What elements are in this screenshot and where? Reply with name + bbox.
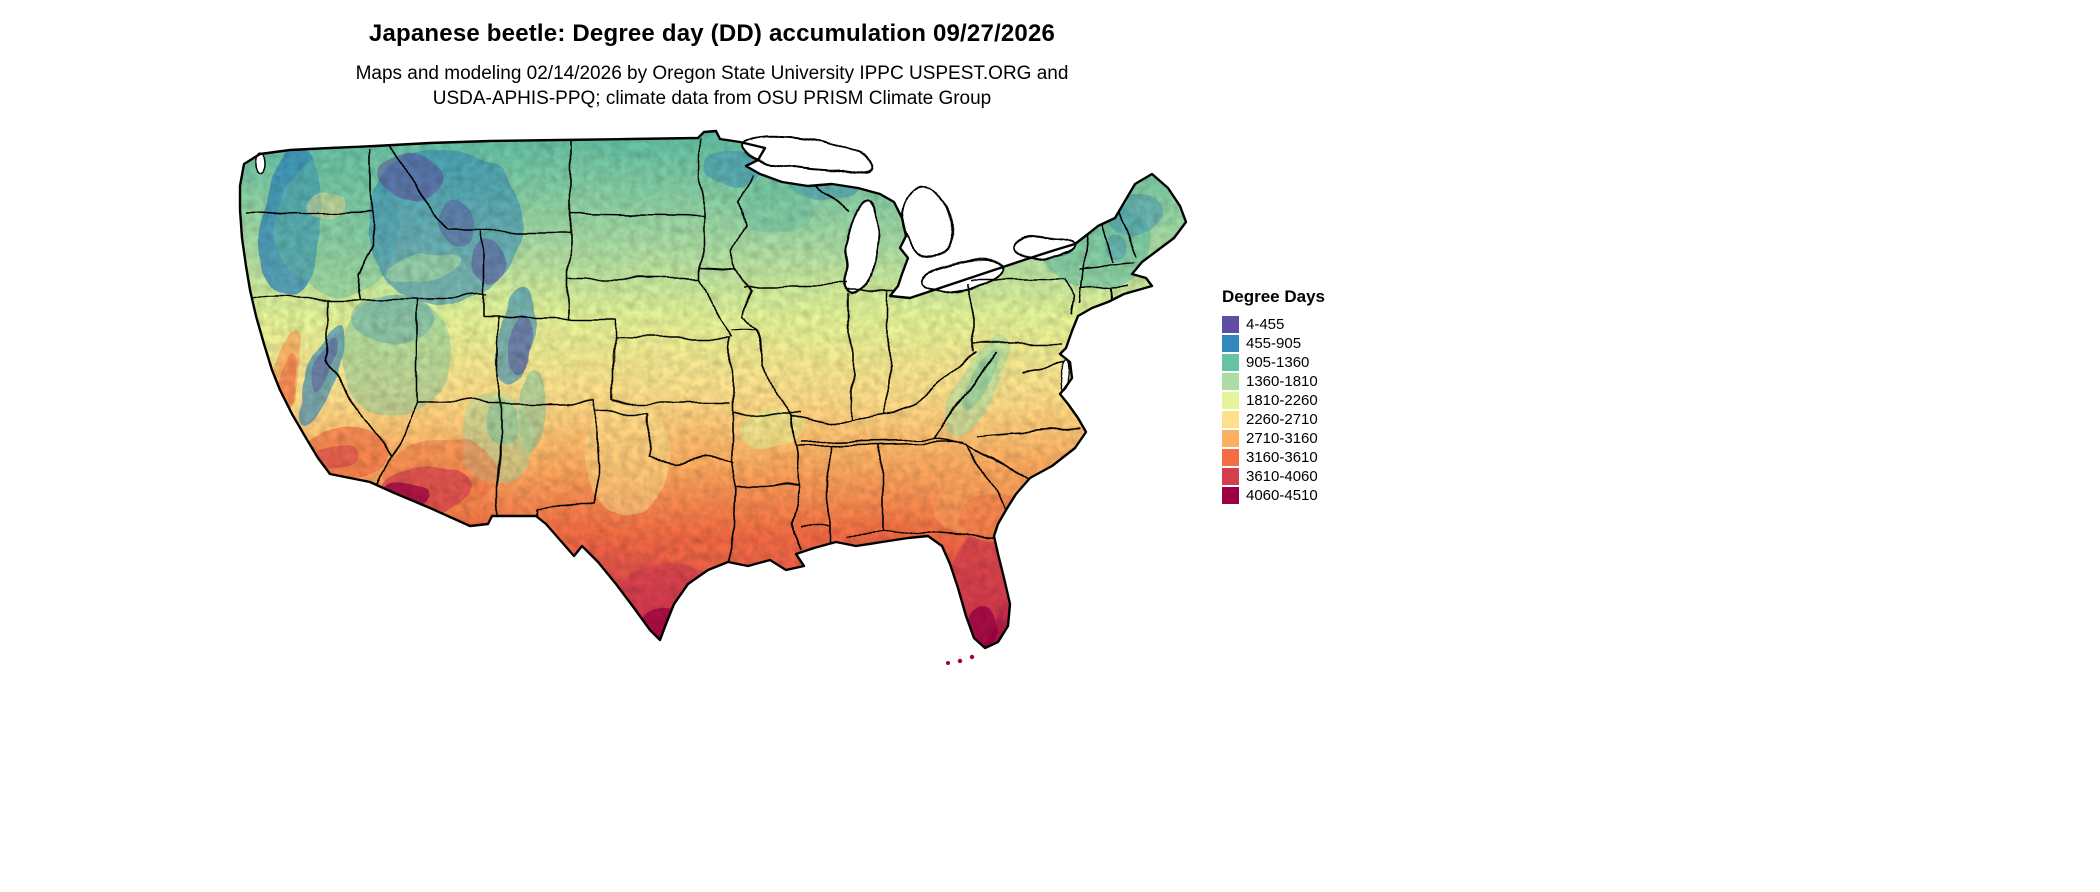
legend-color-swatch	[1222, 411, 1239, 428]
legend-item-label: 1810-2260	[1246, 392, 1318, 409]
legend-color-swatch	[1222, 354, 1239, 371]
legend-item-label: 455-905	[1246, 335, 1302, 352]
legend-item-label: 1360-1810	[1246, 373, 1318, 390]
great-lakes	[254, 136, 1074, 395]
legend-color-swatch	[1222, 449, 1239, 466]
legend-item: 1360-1810	[1222, 373, 1325, 390]
legend-item-label: 4060-4510	[1246, 487, 1318, 504]
page-title: Japanese beetle: Degree day (DD) accumul…	[368, 20, 1056, 47]
legend-item: 3160-3610	[1222, 449, 1325, 466]
legend-color-swatch	[1222, 468, 1239, 485]
legend-color-swatch	[1222, 430, 1239, 447]
legend-item: 1810-2260	[1222, 392, 1325, 409]
subtitle-line-1: Maps and modeling 02/14/2026 by Oregon S…	[355, 63, 1069, 84]
legend-item-label: 2710-3160	[1246, 430, 1318, 447]
legend-item-label: 3160-3610	[1246, 449, 1318, 466]
subtitle-line-2: USDA-APHIS-PPQ; climate data from OSU PR…	[432, 88, 992, 109]
state-borders	[244, 140, 1139, 564]
lake-superior	[740, 136, 870, 176]
legend: Degree Days 4-455 455-905 905-1360 1360-…	[1222, 287, 1325, 506]
legend-item: 4-455	[1222, 316, 1325, 333]
legend-item-label: 4-455	[1246, 316, 1285, 333]
lake-michigan	[842, 197, 878, 299]
legend-item-label: 3610-4060	[1246, 468, 1318, 485]
map-svg	[238, 129, 1188, 665]
legend-item: 455-905	[1222, 335, 1325, 352]
legend-item: 905-1360	[1222, 354, 1325, 371]
lake-huron	[904, 189, 956, 259]
legend-color-swatch	[1222, 335, 1239, 352]
figure-subtitle: Maps and modeling 02/14/2026 by Oregon S…	[0, 61, 1424, 111]
legend-color-swatch	[1222, 487, 1239, 504]
lake-ontario	[1012, 235, 1074, 259]
legend-item: 2260-2710	[1222, 411, 1325, 428]
legend-item-label: 2260-2710	[1246, 411, 1318, 428]
legend-color-swatch	[1222, 316, 1239, 333]
florida-keys	[946, 654, 975, 665]
legend-color-swatch	[1222, 392, 1239, 409]
us-degree-day-map	[230, 126, 1190, 666]
legend-item: 4060-4510	[1222, 487, 1325, 504]
legend-color-swatch	[1222, 373, 1239, 390]
legend-item: 3610-4060	[1222, 468, 1325, 485]
legend-item: 2710-3160	[1222, 430, 1325, 447]
legend-item-label: 905-1360	[1246, 354, 1310, 371]
raster-grain-texture	[240, 131, 1186, 648]
legend-title: Degree Days	[1222, 287, 1326, 306]
